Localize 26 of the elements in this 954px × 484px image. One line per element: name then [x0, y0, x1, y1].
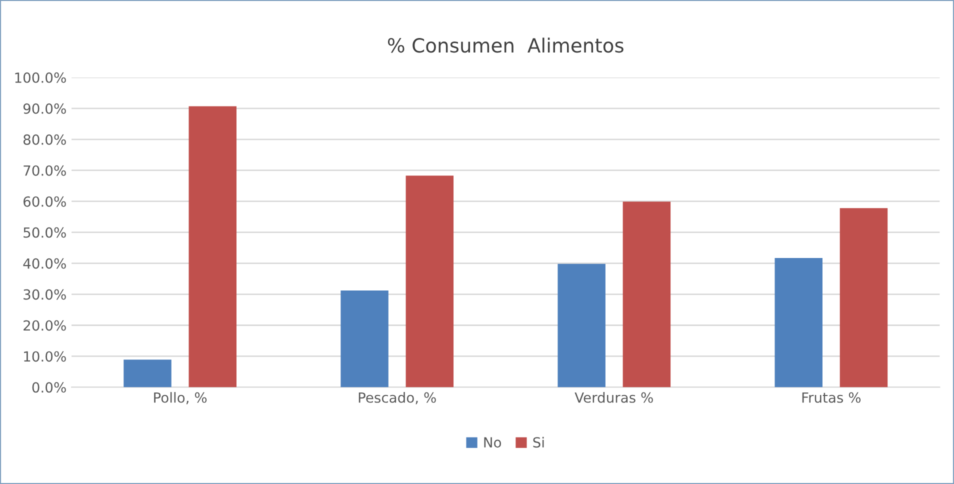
bar	[558, 264, 606, 388]
bar	[840, 208, 888, 388]
y-tick-label: 90.0%	[23, 103, 66, 114]
x-tick-label: Pescado, %	[358, 392, 436, 404]
bar	[124, 360, 172, 388]
legend-label: Si	[533, 436, 544, 448]
chart-title: % Consumen Alimentos	[388, 38, 624, 53]
legend-label: No	[484, 437, 502, 448]
y-tick-label: 20.0%	[24, 320, 66, 331]
y-tick-label: 70.0%	[24, 165, 66, 176]
y-tick-label: 30.0%	[24, 289, 66, 300]
bar	[340, 290, 388, 388]
x-tick-label: Frutas %	[802, 392, 861, 403]
y-tick-label: 100.0%	[15, 72, 66, 83]
bar	[774, 258, 822, 388]
bar	[188, 106, 236, 388]
y-tick-label: 10.0%	[24, 351, 66, 362]
y-tick-label: 80.0%	[24, 134, 66, 145]
y-tick-label: 60.0%	[24, 196, 66, 207]
bar	[622, 202, 671, 388]
y-tick-label: 40.0%	[23, 258, 66, 269]
x-tick-label: Pollo, %	[154, 392, 207, 404]
bar	[406, 176, 454, 388]
y-tick-label: 50.0%	[24, 227, 66, 238]
x-tick-label: Verduras %	[574, 392, 653, 403]
y-tick-label: 0.0%	[32, 382, 66, 393]
